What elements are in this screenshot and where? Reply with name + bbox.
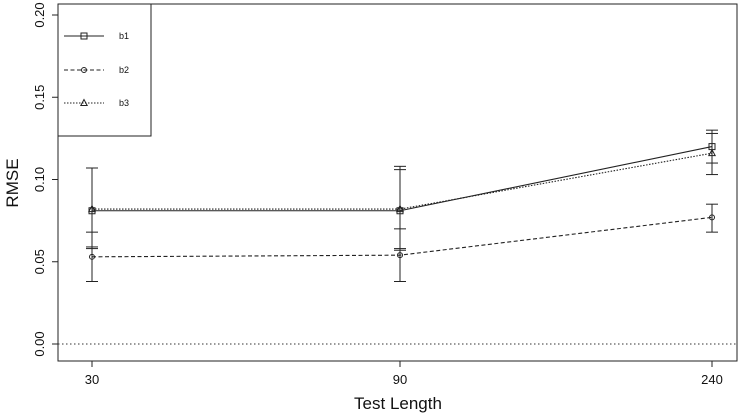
series-b1 bbox=[86, 129, 718, 251]
data-point bbox=[709, 214, 715, 221]
series-b2 bbox=[86, 203, 718, 282]
legend: b1 b2 b3 bbox=[57, 3, 152, 137]
legend-marker bbox=[79, 98, 89, 106]
x-tick-label: 90 bbox=[393, 372, 407, 387]
y-axis-title: RMSE bbox=[3, 158, 22, 207]
data-point bbox=[89, 253, 95, 260]
data-point bbox=[87, 204, 97, 213]
data-point bbox=[707, 148, 717, 157]
series-line-b2 bbox=[91, 216, 713, 258]
y-tick-label: 0.10 bbox=[32, 167, 47, 192]
x-axis-title: Test Length bbox=[354, 394, 442, 413]
series-layer bbox=[86, 129, 718, 282]
y-tick-label: 0.20 bbox=[32, 2, 47, 27]
legend-item-b3: b3 bbox=[64, 98, 129, 108]
legend-label: b2 bbox=[119, 65, 129, 75]
legend-item-b1: b1 bbox=[64, 31, 129, 41]
legend-label: b1 bbox=[119, 31, 129, 41]
series-line-b3 bbox=[92, 152, 713, 210]
series-line-b1 bbox=[92, 146, 713, 212]
plot-frame bbox=[57, 3, 738, 362]
x-axis: 30 90 240 bbox=[85, 360, 723, 387]
legend-marker bbox=[80, 32, 88, 40]
x-tick-label: 30 bbox=[85, 372, 99, 387]
data-point bbox=[395, 204, 405, 213]
series-b3 bbox=[86, 132, 718, 250]
y-tick-label: 0.05 bbox=[32, 249, 47, 274]
legend-item-b2: b2 bbox=[64, 65, 129, 75]
legend-marker bbox=[81, 67, 87, 73]
y-tick-label: 0.15 bbox=[32, 85, 47, 110]
y-axis: 0.00 0.05 0.10 0.15 0.20 bbox=[32, 2, 59, 357]
x-tick-label: 240 bbox=[701, 372, 723, 387]
legend-label: b3 bbox=[119, 98, 129, 108]
data-point bbox=[397, 252, 403, 259]
y-tick-label: 0.00 bbox=[32, 331, 47, 356]
